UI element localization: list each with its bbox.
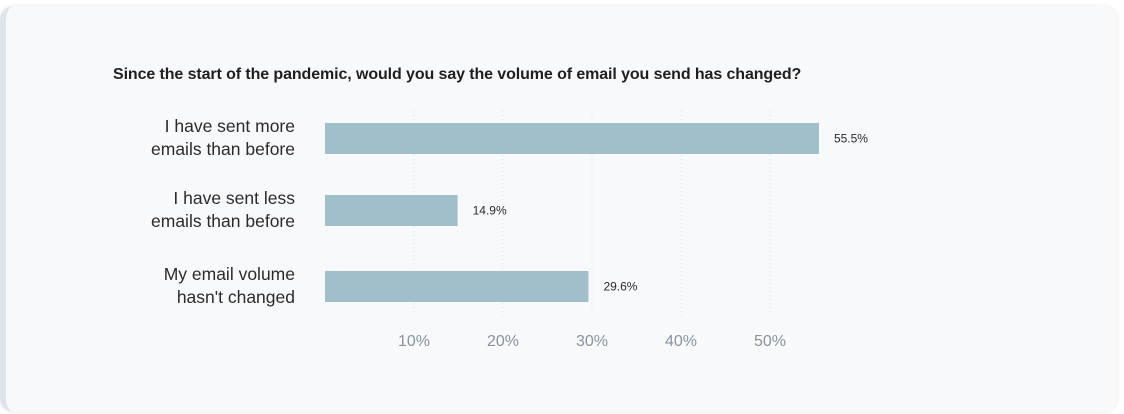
- value-label-1: 55.5%: [834, 132, 868, 146]
- category-label-2: I have sent less emails than before: [151, 188, 295, 231]
- x-tick-label-50: 50%: [754, 333, 786, 350]
- chart-card: Since the start of the pandemic, would y…: [0, 6, 1117, 412]
- bar-chart: 55.5% I have sent more emails than before 1…: [151, 111, 868, 350]
- x-tick-label-40: 40%: [665, 333, 697, 350]
- category-label-1: I have sent more emails than before: [151, 116, 295, 159]
- value-label-3: 29.6%: [603, 280, 637, 294]
- category-label-3: My email volume hasn't changed: [164, 264, 295, 307]
- bar-3: [325, 271, 589, 302]
- x-tick-label-10: 10%: [398, 333, 430, 350]
- bar-2: [325, 195, 458, 226]
- bar-1: [325, 123, 819, 154]
- x-tick-label-30: 30%: [576, 333, 608, 350]
- value-label-2: 14.9%: [473, 204, 507, 218]
- chart-title: Since the start of the pandemic, would y…: [113, 66, 802, 83]
- x-tick-label-20: 20%: [487, 333, 519, 350]
